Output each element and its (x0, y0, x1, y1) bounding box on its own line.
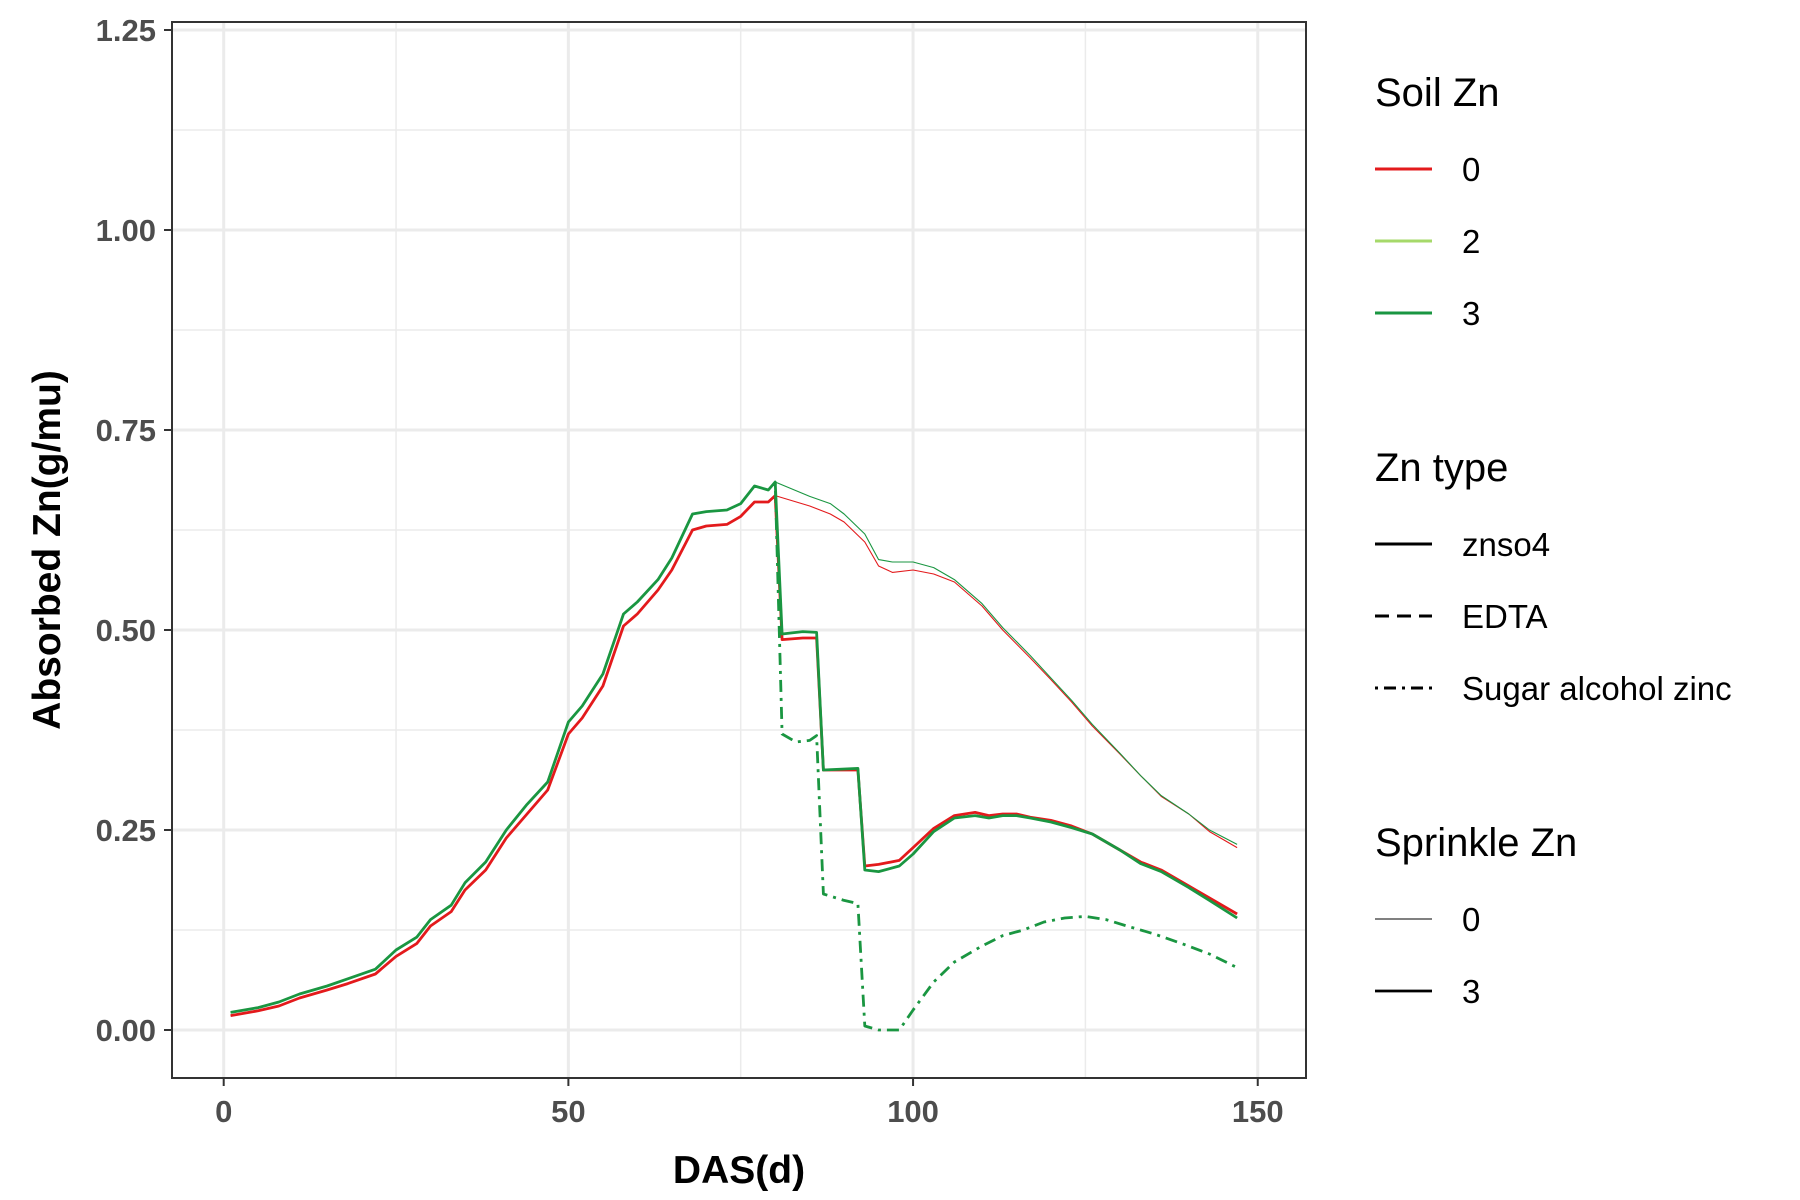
series-group (230, 480, 1238, 1032)
y-axis-title: Absorbed Zn(g/mu) (26, 370, 69, 730)
series-line-soil3-sugar-alcohol-zinc-sprinkle3 (773, 481, 1238, 1032)
y-tick-label: 1.25 (96, 13, 156, 48)
legend-label: 2 (1462, 223, 1480, 260)
legend-label: znso4 (1462, 526, 1550, 563)
x-tick-label: 100 (887, 1094, 939, 1129)
legend-label: 0 (1462, 151, 1480, 188)
y-tick-label: 0.25 (96, 813, 156, 848)
y-tick-label: 0.50 (96, 613, 156, 648)
legend-label: EDTA (1462, 598, 1548, 635)
y-tick-label: 0.00 (96, 1013, 156, 1048)
panel-background (172, 22, 1306, 1078)
legend-label: 3 (1462, 295, 1480, 332)
grid (172, 22, 1306, 1078)
x-tick-label: 50 (551, 1094, 585, 1129)
panel-border (171, 21, 1307, 1079)
legend-title: Sprinkle Zn (1375, 821, 1577, 865)
y-tick-label: 0.75 (96, 413, 156, 448)
legend-label: 3 (1462, 973, 1480, 1010)
x-axis-title: DAS(d) (673, 1149, 805, 1192)
series-line-soil3-znso4-sprinkle3 (230, 480, 1238, 1014)
legend-label: 0 (1462, 901, 1480, 938)
x-tick-label: 0 (215, 1094, 232, 1129)
legend-label: Sugar alcohol zinc (1462, 670, 1732, 707)
legend: Soil Zn 0 2 3 Zn type znso4 EDTA Sugar alcohol … (1375, 71, 1732, 1010)
legend-title: Zn type (1375, 446, 1508, 490)
axis-ticks: 0 50 100 150 0.00 0.25 0.50 0.75 1.00 1.25 (96, 13, 1284, 1129)
legend-title: Soil Zn (1375, 71, 1500, 115)
x-tick-label: 150 (1232, 1094, 1284, 1129)
y-tick-label: 1.00 (96, 213, 156, 248)
